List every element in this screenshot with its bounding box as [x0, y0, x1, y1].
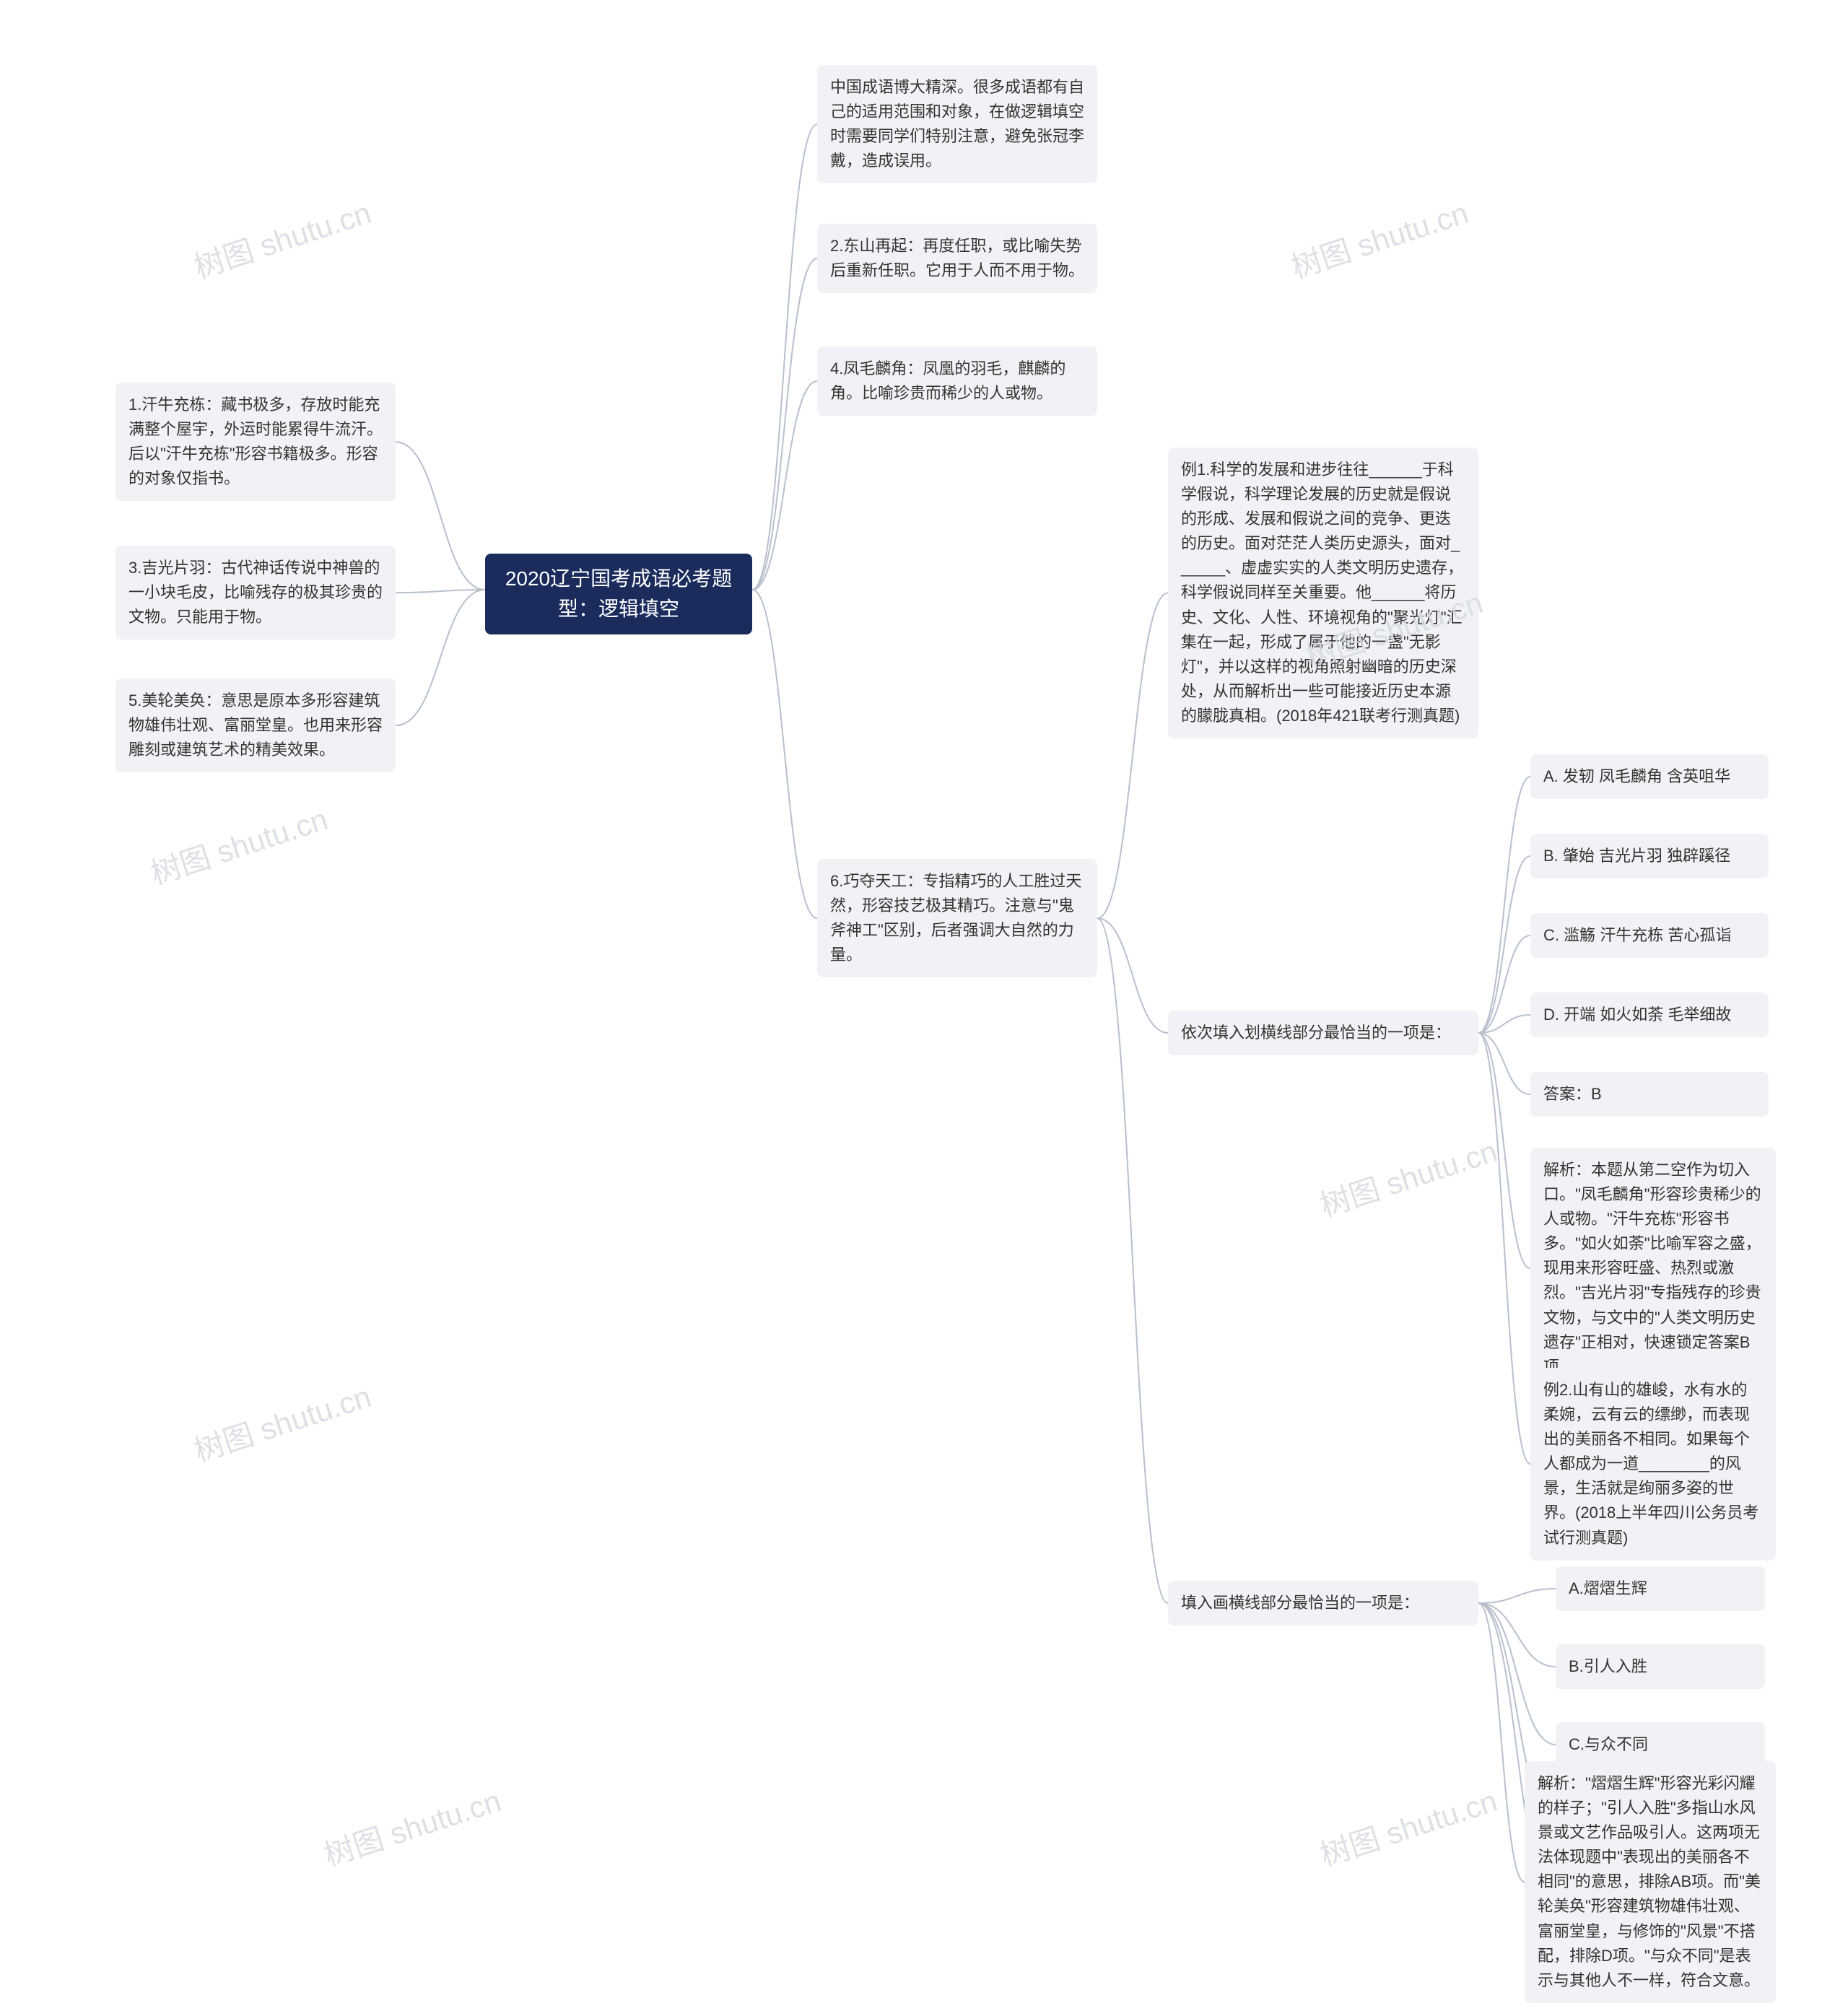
- mindmap-node: 4.凤毛麟角：凤凰的羽毛，麒麟的角。比喻珍贵而稀少的人或物。: [817, 346, 1097, 416]
- mindmap-node: B.引人入胜: [1556, 1644, 1765, 1689]
- mindmap-node: 2.东山再起：再度任职，或比喻失势后重新任职。它用于人而不用于物。: [817, 224, 1097, 293]
- root-node: 2020辽宁国考成语必考题 型：逻辑填空: [485, 554, 752, 634]
- watermark: 树图 shutu.cn: [144, 795, 333, 894]
- mindmap-node: 依次填入划横线部分最恰当的一项是：: [1168, 1011, 1478, 1055]
- mindmap-node: C.与众不同: [1556, 1722, 1765, 1767]
- mindmap-node: B. 肇始 吉光片羽 独辟蹊径: [1530, 834, 1769, 878]
- mindmap-node: 中国成语博大精深。很多成语都有自己的适用范围和对象，在做逻辑填空时需要同学们特别…: [817, 65, 1097, 183]
- watermark: 树图 shutu.cn: [188, 1372, 376, 1471]
- watermark: 树图 shutu.cn: [188, 188, 376, 287]
- mindmap-node: C. 滥觞 汗牛充栋 苦心孤诣: [1530, 913, 1769, 958]
- mindmap-node: 6.巧夺天工：专指精巧的人工胜过天然，形容技艺极其精巧。注意与"鬼斧神工"区别，…: [817, 859, 1097, 977]
- mindmap-node: 3.吉光片羽：古代神话传说中神兽的一小块毛皮，比喻残存的极其珍贵的文物。只能用于…: [116, 546, 396, 640]
- mindmap-node: D. 开端 如火如荼 毛举细故: [1530, 992, 1769, 1037]
- mindmap-node: A.熠熠生辉: [1556, 1566, 1765, 1611]
- mindmap-node: 答案：B: [1530, 1072, 1769, 1117]
- mindmap-node: 例2.山有山的雄峻，水有水的柔婉，云有云的缥缈，而表现出的美丽各不相同。如果每个…: [1530, 1368, 1776, 1561]
- watermark: 树图 shutu.cn: [1285, 188, 1473, 287]
- mindmap-node: 解析："熠熠生辉"形容光彩闪耀的样子；"引人入胜"多指山水风景或文艺作品吸引人。…: [1525, 1761, 1776, 2003]
- watermark: 树图 shutu.cn: [1314, 1776, 1502, 1875]
- mindmap-node: 5.美轮美奂：意思是原本多形容建筑物雄伟壮观、富丽堂皇。也用来形容雕刻或建筑艺术…: [116, 678, 396, 772]
- mindmap-node: A. 发轫 凤毛麟角 含英咀华: [1530, 754, 1769, 799]
- mindmap-node: 1.汗牛充栋：藏书极多，存放时能充满整个屋宇，外运时能累得牛流汗。后以"汗牛充栋…: [116, 383, 396, 501]
- watermark: 树图 shutu.cn: [318, 1776, 506, 1875]
- mindmap-node: 填入画横线部分最恰当的一项是：: [1168, 1581, 1478, 1625]
- watermark: 树图 shutu.cn: [1314, 1127, 1502, 1226]
- mindmap-node: 解析：本题从第二空作为切入口。"凤毛麟角"形容珍贵稀少的人或物。"汗牛充栋"形容…: [1530, 1148, 1776, 1389]
- mindmap-node: 例1.科学的发展和进步往往______于科学假说，科学理论发展的历史就是假说的形…: [1168, 448, 1478, 738]
